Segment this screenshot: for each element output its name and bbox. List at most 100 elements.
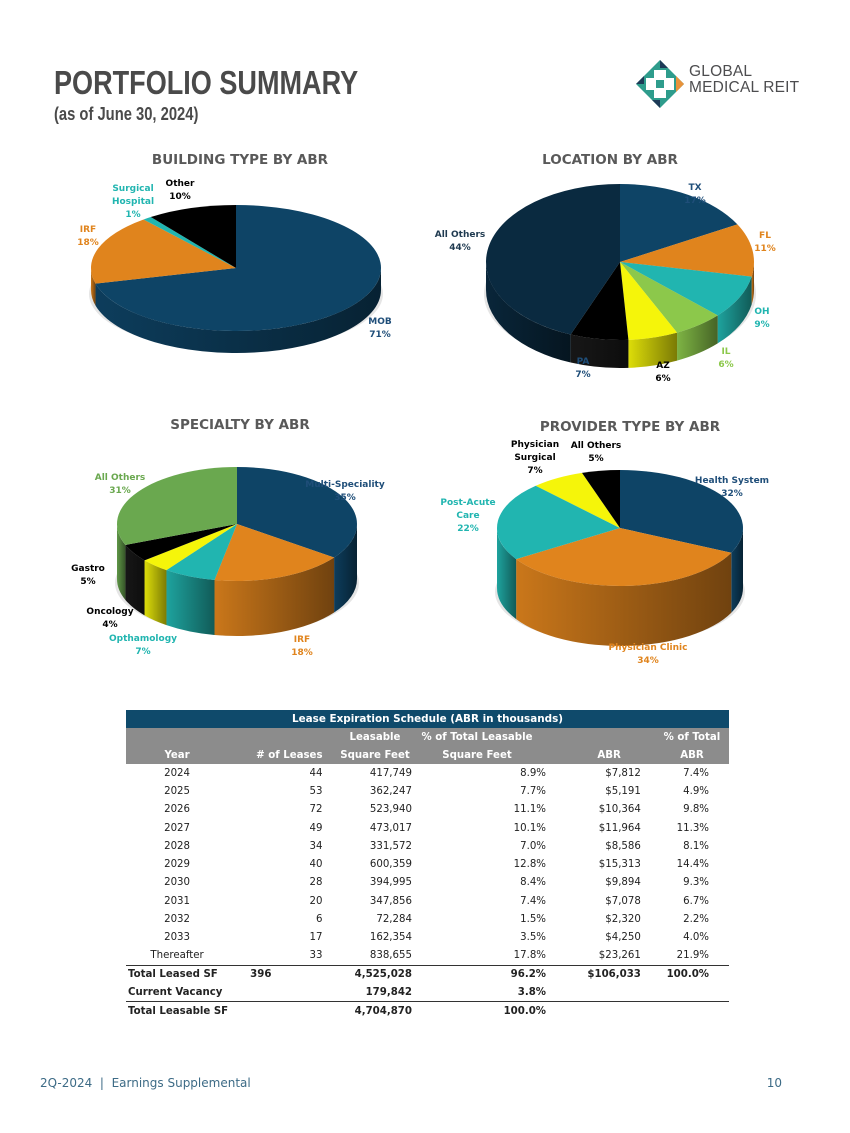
pie-slice-irf: [214, 524, 335, 581]
pie-value: 7%: [135, 647, 150, 657]
pie-label-fl: FL 11%: [754, 231, 776, 254]
pie-value: 11%: [754, 244, 776, 254]
provider-pie: Health System 32% Physician Clinic 34% Post-…: [440, 440, 769, 666]
col-header: # of Leases: [228, 746, 323, 764]
pie-slice-health-system: [620, 470, 743, 553]
pie-slice-side-il: [677, 315, 718, 361]
table-cell: 600,359: [369, 859, 412, 871]
table-cell: $23,261: [598, 950, 641, 962]
table-row: 2024 44 417,749 8.9% $7,812 7.4%: [126, 764, 729, 782]
pie-value: 1%: [125, 210, 140, 220]
pie-slice-side-physician-clinic: [516, 552, 732, 646]
pie-slice-physician-clinic: [516, 528, 732, 586]
specialty-chart: Multi-Speciality 35% IRF 18% Opthamology 7% On…: [60, 415, 420, 665]
building-type-chart: MOB 71% IRF 18% Surgical Hospital 1% Other 10% B…: [60, 150, 420, 360]
pie-slice-irf: [91, 219, 236, 284]
col-header: % of Total Leasable: [412, 728, 546, 746]
table-cell: 72: [309, 804, 323, 816]
pie-slice-fl: [620, 224, 754, 277]
pie-label-mob: MOB 71%: [368, 317, 392, 340]
pie-label-gastro: Gastro 5%: [71, 564, 105, 587]
table-cell: 4,525,028: [322, 964, 412, 984]
pie-slice-all-others: [485, 184, 620, 335]
pie-label-all-others: All Others 31%: [95, 473, 146, 496]
pie-slice-all-others: [581, 470, 620, 528]
col-header: ABR: [640, 746, 729, 764]
pie-value: 32%: [721, 489, 743, 499]
table-cell: 72,284: [376, 914, 412, 926]
table-cell: 2032: [164, 914, 191, 926]
pie-slice-side-all-others: [486, 262, 571, 363]
pie-label-health-system: Health System 32%: [695, 476, 769, 499]
table-cell: 20: [309, 895, 323, 907]
pie-slice-side-mob: [95, 268, 381, 353]
table-total-row: Total Leased SF 396 4,525,028 96.2% $106,033…: [126, 964, 729, 984]
table-cell: 362,247: [369, 785, 412, 797]
pie-slice-opthamology: [166, 524, 237, 580]
pie-slice-il: [620, 262, 718, 333]
table-cell: 2033: [164, 932, 191, 944]
pie-slice-oh: [620, 262, 752, 316]
pie-value: 71%: [369, 330, 391, 340]
pie-slice-side-opthamology: [166, 570, 215, 635]
table-row: 2033 17 162,354 3.5% $4,250 4.0%: [126, 929, 729, 947]
table-cell: 2031: [164, 895, 191, 907]
pie-value: 18%: [77, 238, 99, 248]
table-cell: [546, 984, 641, 1002]
table-cell: 33: [309, 950, 323, 962]
pie-label-surgical-hospital: Surgical Hospital 1%: [112, 184, 154, 220]
pie-label-all-others: All Others 5%: [571, 441, 622, 464]
col-header: Square Feet: [412, 746, 546, 764]
table-cell: $7,078: [605, 895, 641, 907]
table-cell: 34: [309, 840, 323, 852]
page-subtitle: (as of June 30, 2024): [54, 104, 199, 124]
pie-slice-az: [620, 262, 678, 340]
table-cell: 8.4%: [520, 877, 546, 889]
table-cell: 7.4%: [520, 895, 546, 907]
table-cell: 53: [309, 785, 323, 797]
pie-slice-gastro: [125, 524, 237, 561]
table-cell: $5,191: [605, 785, 641, 797]
pie-value: 7%: [527, 466, 542, 476]
col-header: ABR: [546, 746, 641, 764]
table-cell: 417,749: [369, 767, 412, 779]
table-cell: 473,017: [369, 822, 412, 834]
table-cell: [546, 1001, 641, 1021]
table-cell: 8.9%: [520, 767, 546, 779]
table-cell: 100.0%: [412, 1001, 546, 1021]
location-chart: TX 17% FL 11% OH 9% IL 6% AZ 6% PA 7% All Others 44% …: [420, 150, 800, 390]
pie-slice-all-others: [117, 467, 237, 545]
logo-line-1: GLOBAL: [689, 63, 753, 80]
page-title: PORTFOLIO SUMMARY: [54, 64, 359, 101]
chart-title: BUILDING TYPE BY ABR: [151, 152, 329, 168]
logo-line-2: MEDICAL REIT: [689, 79, 800, 96]
table-row: 2027 49 473,017 10.1% $11,964 11.3%: [126, 819, 729, 837]
col-header: Year: [126, 746, 229, 764]
table-cell: Thereafter: [150, 950, 204, 962]
col-header-line: Square Feet: [442, 749, 512, 761]
table-row: 2026 72 523,940 11.1% $10,364 9.8%: [126, 801, 729, 819]
table-cell: $11,964: [598, 822, 641, 834]
pie-value: 9%: [754, 320, 769, 330]
table-cell: 838,655: [369, 950, 412, 962]
table-cell: 7.0%: [520, 840, 546, 852]
logo-wordmark: GLOBAL MEDICAL REIT: [689, 64, 799, 96]
table-cell: 49: [309, 822, 323, 834]
table-cell: 14.4%: [676, 859, 709, 871]
table-cell: 396: [228, 964, 323, 984]
pie-slice-side-health-system: [731, 528, 743, 613]
pie-value: 18%: [291, 648, 313, 658]
table-row: Thereafter 33 838,655 17.8% $23,261 21.9%: [126, 947, 729, 965]
pie-label-physician-clinic: Physician Clinic 34%: [609, 643, 688, 666]
pie-slice-oncology: [144, 524, 237, 571]
col-header: Leasable: [322, 728, 412, 746]
pie-slice-mob: [95, 205, 381, 331]
pie-slice-multi-speciality: [237, 467, 357, 558]
pie-label-irf: IRF 18%: [291, 635, 313, 658]
pie-slice-side-oncology: [144, 560, 167, 626]
pie-slice-side-multi-speciality: [334, 524, 357, 613]
pie-value: 22%: [457, 524, 479, 534]
table-cell: 3.5%: [520, 932, 546, 944]
table-cell: $4,250: [605, 932, 641, 944]
pie-slice-tx: [620, 184, 738, 262]
